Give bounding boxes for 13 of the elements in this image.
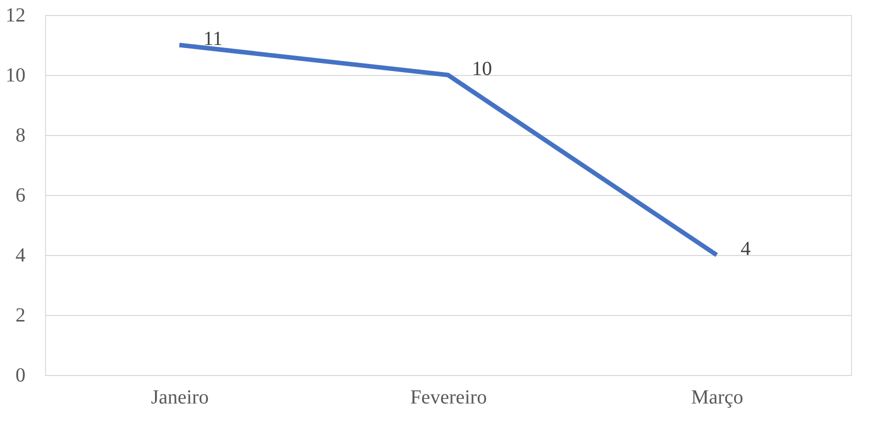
y-tick-label: 4 xyxy=(16,244,26,266)
data-label: 10 xyxy=(472,58,492,80)
y-tick-label: 8 xyxy=(16,124,26,146)
x-tick-label: Fevereiro xyxy=(410,386,487,408)
data-label: 4 xyxy=(740,238,751,260)
y-tick-label: 2 xyxy=(16,304,26,326)
y-tick-label: 6 xyxy=(16,184,26,206)
y-tick-label: 12 xyxy=(6,4,26,26)
data-label: 11 xyxy=(203,28,223,50)
x-tick-label: Março xyxy=(691,386,744,408)
y-tick-label: 0 xyxy=(16,364,26,386)
x-tick-label: Janeiro xyxy=(150,386,209,408)
y-tick-label: 10 xyxy=(6,64,26,86)
